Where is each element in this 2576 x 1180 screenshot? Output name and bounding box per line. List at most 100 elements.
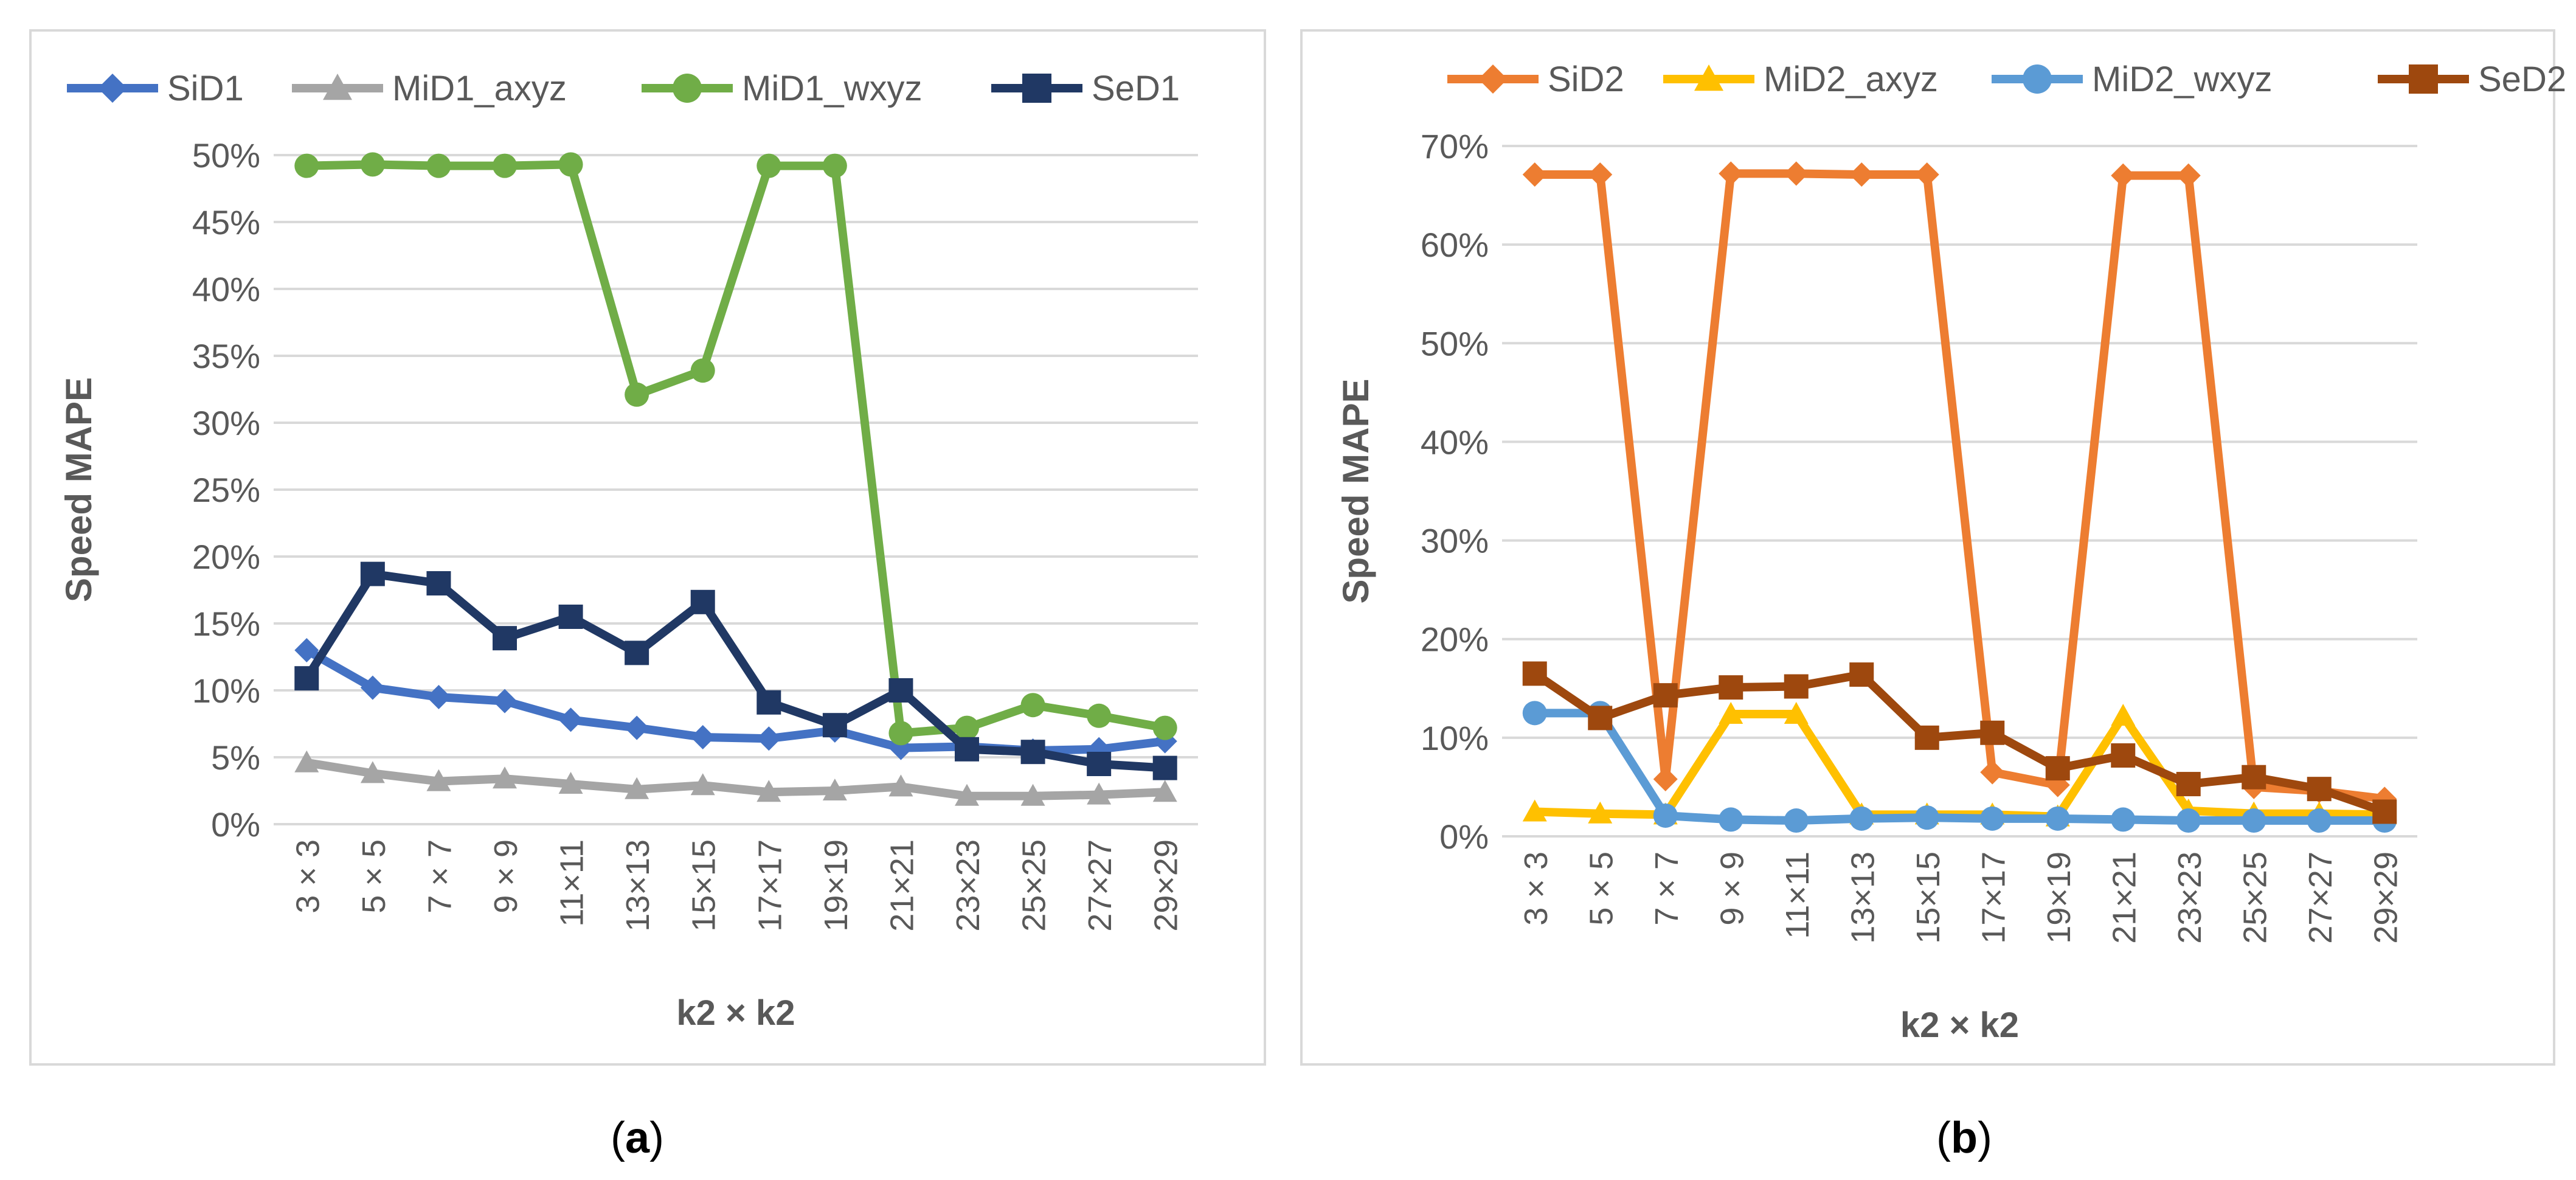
caption-b: (b) [1936, 1114, 1992, 1162]
data-point-mid1-axyz [625, 777, 649, 799]
y-tick-label: 0% [211, 805, 260, 844]
legend-swatch-marker [2023, 64, 2052, 94]
data-point-sed2 [1914, 725, 1939, 750]
data-point-sed2 [1719, 675, 1743, 700]
data-point-mid2-axyz [1784, 701, 1809, 724]
y-axis-title: Speed MAPE [58, 377, 99, 602]
data-point-mid1-axyz [1152, 780, 1177, 802]
caption-b-letter: b [1951, 1114, 1978, 1162]
legend-item-mid2-axyz: MiD2_axyz [1663, 60, 1938, 99]
x-tick-label: 19×19 [818, 839, 854, 932]
y-tick-label: 20% [1421, 620, 1489, 659]
data-point-mid1-wxyz [888, 721, 913, 746]
chart-panel-a: 0% 5% 10% 15% 20% 25% 30% 35% 40% 45% 50% 3 × 3 5 × … [58, 69, 1198, 1033]
legend-swatch-marker [2409, 64, 2438, 94]
x-tick-label: 7 × 7 [1649, 852, 1685, 926]
x-tick-label: 27×27 [2302, 852, 2339, 944]
data-point-sed1 [690, 589, 715, 614]
data-point-sed2 [2176, 772, 2201, 797]
x-tick-label: 21×21 [2106, 852, 2142, 944]
data-point-sed1 [360, 561, 385, 586]
legend-item-sid1: SiD1 [67, 69, 244, 108]
data-point-mid1-axyz [888, 774, 913, 797]
legend-item-mid1-axyz: MiD1_axyz [292, 69, 567, 108]
data-point-sed2 [1980, 720, 2005, 745]
data-point-mid1-wxyz [822, 153, 847, 178]
data-point-sed2 [2045, 756, 2070, 781]
data-point-sid1 [426, 685, 451, 709]
data-point-mid2-axyz [2111, 704, 2136, 726]
x-tick-label: 17×17 [1975, 852, 2012, 944]
y-tick-label: 45% [192, 203, 260, 241]
legend-swatch-marker [1694, 64, 1723, 91]
data-point-mid1-axyz [493, 766, 517, 789]
data-point-sid2 [1784, 161, 1809, 186]
data-point-mid2-axyz [1719, 701, 1743, 724]
legend-label: MiD1_wxyz [742, 69, 923, 108]
caption-a: (a) [611, 1114, 664, 1162]
x-axis-title: k2 × k2 [676, 993, 795, 1033]
data-point-sed1 [294, 666, 319, 691]
data-point-sid2 [1849, 162, 1874, 187]
data-point-mid1-axyz [1087, 782, 1112, 805]
data-point-sid1 [294, 638, 319, 662]
legend-label: SeD2 [2478, 60, 2566, 99]
x-tick-label: 3 × 3 [289, 839, 326, 914]
data-point-mid1-wxyz [426, 153, 451, 178]
x-tick-label: 15×15 [1910, 852, 1947, 944]
data-point-sed2 [1588, 706, 1613, 731]
x-tick-label: 5 × 5 [356, 839, 392, 914]
legend-label: SeD1 [1092, 69, 1180, 108]
legend-swatch-marker [1022, 74, 1051, 103]
x-tick-label: 11×11 [1779, 852, 1816, 939]
legend-swatch-marker [98, 74, 127, 103]
legend-label: SiD1 [167, 69, 244, 108]
x-tick-label: 29×29 [1148, 839, 1185, 932]
series-line-sid2 [1534, 169, 2386, 803]
data-point-mid2-wxyz [2307, 808, 2332, 833]
y-tick-label: 50% [1421, 324, 1489, 363]
data-point-sed2 [2111, 743, 2136, 768]
series-line-mid1-axyz [306, 758, 1165, 800]
data-point-sed2 [1849, 662, 1874, 687]
legend-item-mid2-wxyz: MiD2_wxyz [1992, 60, 2273, 99]
data-point-mid1-wxyz [294, 153, 319, 178]
data-point-sed2 [1653, 683, 1678, 708]
legend-swatch-marker [673, 74, 702, 103]
x-tick-label: 19×19 [2041, 852, 2077, 944]
y-tick-label: 20% [192, 538, 260, 576]
y-tick-label: 5% [211, 738, 260, 777]
data-point-mid2-axyz [1522, 799, 1547, 822]
y-tick-label: 25% [192, 471, 260, 509]
x-tick-label: 9 × 9 [1714, 852, 1750, 926]
data-point-sed2 [1784, 674, 1809, 699]
legend-item-mid1-wxyz: MiD1_wxyz [642, 69, 923, 108]
y-tick-label: 40% [1421, 423, 1489, 461]
legend-label: SiD2 [1548, 60, 1624, 99]
data-point-mid1-wxyz [493, 153, 517, 178]
data-point-sed1 [1087, 752, 1112, 776]
data-point-sid1 [493, 689, 517, 713]
data-point-sid2 [1522, 162, 1547, 187]
x-tick-label: 23×23 [950, 839, 986, 932]
data-point-sed1 [1020, 740, 1045, 765]
x-tick-label: 13×13 [1844, 852, 1881, 944]
x-tick-label: 17×17 [752, 839, 788, 932]
data-point-sid2 [2111, 163, 2136, 188]
chart-panel-b: 0% 10% 20% 30% 40% 50% 60% 70% 3 × 3 5 × 5 7 × 7 9 … [1335, 60, 2566, 1045]
data-point-sid2 [1914, 162, 1939, 187]
data-point-sed1 [493, 626, 517, 651]
data-point-sid1 [757, 726, 781, 751]
data-point-mid2-axyz [1588, 801, 1613, 824]
x-tick-label: 3 × 3 [1518, 852, 1554, 926]
data-point-mid1-axyz [426, 769, 451, 791]
y-tick-label: 30% [192, 404, 260, 442]
data-point-mid1-wxyz [690, 358, 715, 383]
data-point-sed1 [757, 690, 781, 715]
data-point-sid2 [1588, 162, 1613, 187]
data-point-mid1-axyz [757, 780, 781, 802]
data-point-sed1 [888, 678, 913, 703]
data-point-sed2 [2372, 799, 2397, 824]
y-tick-label: 50% [192, 136, 260, 175]
